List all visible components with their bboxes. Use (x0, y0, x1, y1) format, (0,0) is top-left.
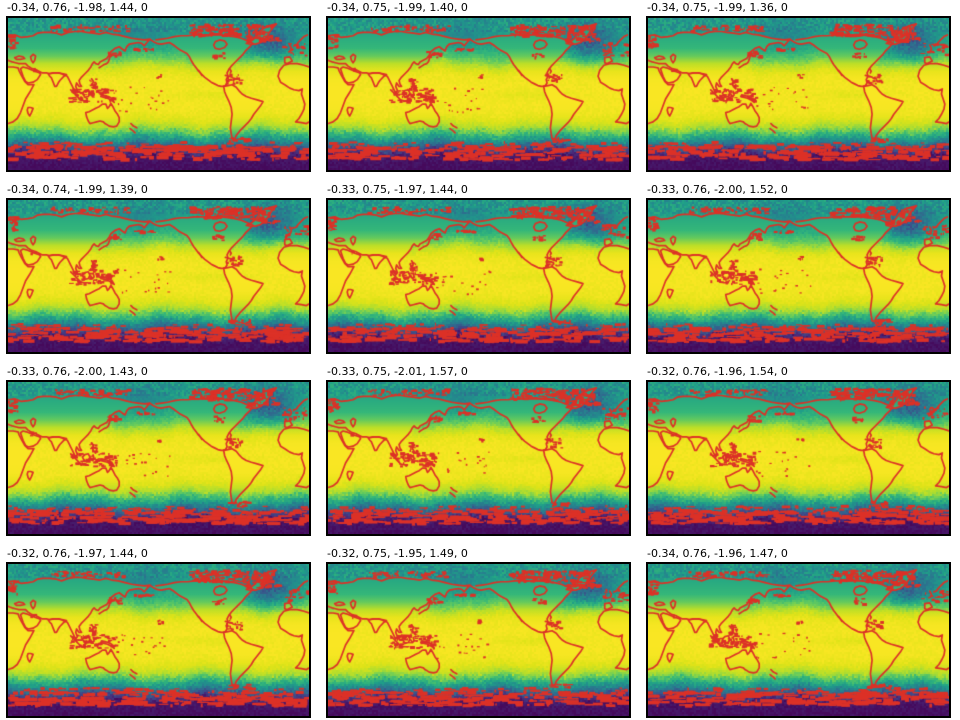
map-panel: -0.34, 0.75, -1.99, 1.40, 0 (326, 0, 631, 174)
panel-title: -0.32, 0.75, -1.95, 1.49, 0 (327, 547, 468, 560)
world-map-canvas (8, 200, 309, 352)
world-map-canvas (328, 200, 629, 352)
map-panel: -0.33, 0.76, -2.00, 1.52, 0 (646, 182, 951, 356)
map-frame (6, 562, 311, 718)
map-panel: -0.32, 0.76, -1.97, 1.44, 0 (6, 546, 311, 720)
world-map-canvas (648, 382, 949, 534)
world-map-canvas (8, 382, 309, 534)
map-frame (646, 562, 951, 718)
map-panel: -0.32, 0.76, -1.96, 1.54, 0 (646, 364, 951, 538)
map-frame (326, 198, 631, 354)
world-map-canvas (648, 564, 949, 716)
map-panel: -0.34, 0.75, -1.99, 1.36, 0 (646, 0, 951, 174)
panel-title: -0.33, 0.76, -2.00, 1.52, 0 (647, 183, 788, 196)
map-frame (646, 198, 951, 354)
map-panel: -0.34, 0.74, -1.99, 1.39, 0 (6, 182, 311, 356)
map-panel: -0.32, 0.75, -1.95, 1.49, 0 (326, 546, 631, 720)
map-panel: -0.33, 0.75, -1.97, 1.44, 0 (326, 182, 631, 356)
panel-title: -0.34, 0.75, -1.99, 1.36, 0 (647, 1, 788, 14)
map-frame (646, 380, 951, 536)
panel-title: -0.33, 0.75, -2.01, 1.57, 0 (327, 365, 468, 378)
world-map-canvas (8, 564, 309, 716)
panel-title: -0.33, 0.75, -1.97, 1.44, 0 (327, 183, 468, 196)
world-map-canvas (328, 18, 629, 170)
map-frame (646, 16, 951, 172)
world-map-canvas (8, 18, 309, 170)
panel-title: -0.34, 0.75, -1.99, 1.40, 0 (327, 1, 468, 14)
panel-title: -0.34, 0.74, -1.99, 1.39, 0 (7, 183, 148, 196)
map-frame (326, 562, 631, 718)
map-panel: -0.33, 0.76, -2.00, 1.43, 0 (6, 364, 311, 538)
map-frame (6, 198, 311, 354)
map-frame (326, 380, 631, 536)
panel-title: -0.34, 0.76, -1.98, 1.44, 0 (7, 1, 148, 14)
map-panel: -0.34, 0.76, -1.96, 1.47, 0 (646, 546, 951, 720)
map-panel: -0.33, 0.75, -2.01, 1.57, 0 (326, 364, 631, 538)
panel-title: -0.33, 0.76, -2.00, 1.43, 0 (7, 365, 148, 378)
map-frame (6, 380, 311, 536)
world-map-canvas (328, 564, 629, 716)
world-map-canvas (328, 382, 629, 534)
world-map-canvas (648, 18, 949, 170)
panel-title: -0.34, 0.76, -1.96, 1.47, 0 (647, 547, 788, 560)
map-frame (326, 16, 631, 172)
panel-title: -0.32, 0.76, -1.97, 1.44, 0 (7, 547, 148, 560)
map-frame (6, 16, 311, 172)
map-panel: -0.34, 0.76, -1.98, 1.44, 0 (6, 0, 311, 174)
panel-title: -0.32, 0.76, -1.96, 1.54, 0 (647, 365, 788, 378)
world-map-canvas (648, 200, 949, 352)
